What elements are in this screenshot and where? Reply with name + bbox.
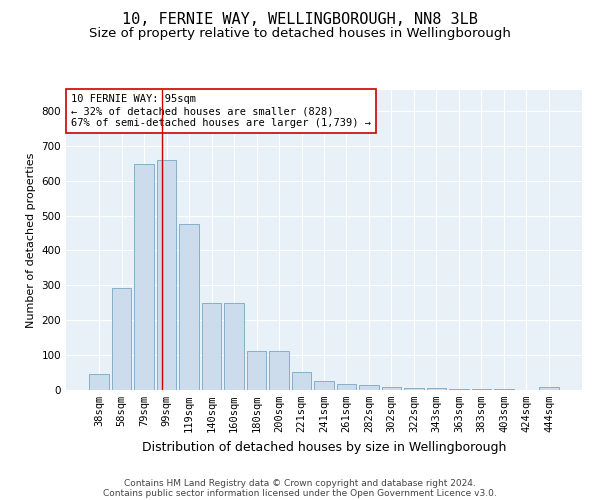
Text: 10 FERNIE WAY: 95sqm
← 32% of detached houses are smaller (828)
67% of semi-deta: 10 FERNIE WAY: 95sqm ← 32% of detached h… xyxy=(71,94,371,128)
Y-axis label: Number of detached properties: Number of detached properties xyxy=(26,152,36,328)
Bar xyxy=(539,387,559,390)
Bar xyxy=(157,160,176,390)
Text: Contains public sector information licensed under the Open Government Licence v3: Contains public sector information licen… xyxy=(103,488,497,498)
Bar xyxy=(247,350,266,390)
Text: 10, FERNIE WAY, WELLINGBOROUGH, NN8 3LB: 10, FERNIE WAY, WELLINGBOROUGH, NN8 3LB xyxy=(122,12,478,28)
Bar xyxy=(472,389,491,390)
Bar xyxy=(292,372,311,390)
Text: Contains HM Land Registry data © Crown copyright and database right 2024.: Contains HM Land Registry data © Crown c… xyxy=(124,478,476,488)
Text: Size of property relative to detached houses in Wellingborough: Size of property relative to detached ho… xyxy=(89,28,511,40)
Bar xyxy=(359,385,379,390)
Bar xyxy=(337,384,356,390)
Bar xyxy=(269,350,289,390)
Bar xyxy=(134,164,154,390)
Bar xyxy=(179,224,199,390)
Bar xyxy=(382,387,401,390)
Bar xyxy=(427,388,446,390)
Bar xyxy=(314,380,334,390)
Bar xyxy=(224,304,244,390)
Bar xyxy=(449,388,469,390)
Bar xyxy=(112,288,131,390)
Bar xyxy=(89,374,109,390)
Bar xyxy=(202,304,221,390)
X-axis label: Distribution of detached houses by size in Wellingborough: Distribution of detached houses by size … xyxy=(142,440,506,454)
Bar xyxy=(404,388,424,390)
